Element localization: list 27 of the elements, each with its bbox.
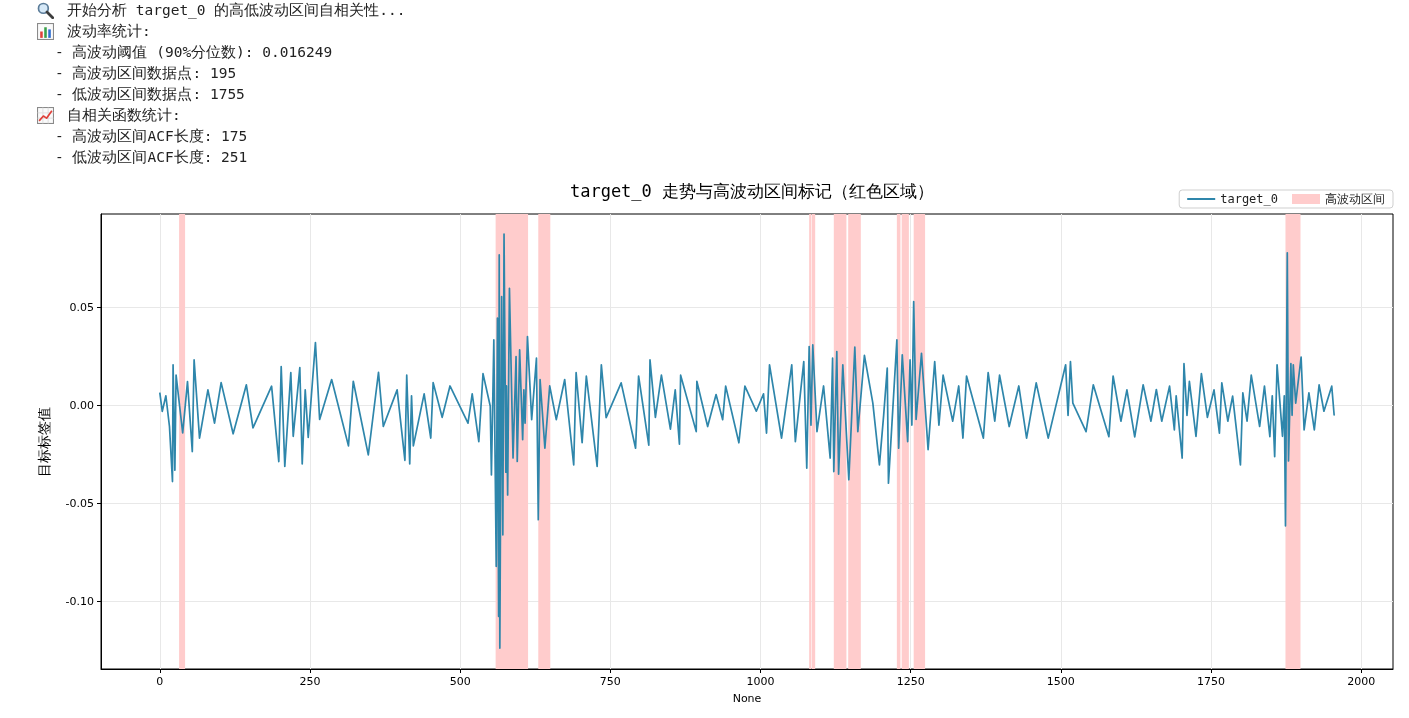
y-tick-label: 0.00 [69, 399, 94, 413]
text: - 高波动区间数据点: 195 [55, 64, 237, 83]
x-tick-label: 1750 [1197, 675, 1225, 688]
x-axis-title: None [732, 692, 762, 705]
text: 开始分析 target_0 的高低波动区间自相关性... [67, 1, 406, 21]
chart-title: target_0 走势与高波动区间标记（红色区域） [569, 180, 935, 201]
x-tick-label: 1500 [1046, 675, 1075, 688]
x-tick-label: 2000 [1347, 675, 1376, 688]
y-tick-label: 0.05 [69, 301, 94, 315]
x-tick-label: 0 [156, 675, 164, 688]
text: - 高波动阈值 (90%分位数): 0.016249 [55, 43, 333, 62]
y-tick-label: -0.10 [65, 594, 94, 608]
x-tick-label: 500 [449, 675, 471, 688]
text: 自相关函数统计: [67, 106, 181, 125]
line-series [159, 233, 1335, 649]
y-tick-label: -0.05 [65, 496, 94, 510]
legend-label: 高波动区间 [1325, 192, 1385, 206]
text: 波动率统计: [67, 22, 151, 41]
text: - 高波动区间ACF长度: 175 [55, 127, 248, 146]
text: - 低波动区间ACF长度: 251 [55, 148, 248, 167]
x-tick-label: 1250 [896, 675, 925, 688]
x-tick-label: 1000 [746, 675, 775, 688]
x-tick-label: 750 [599, 675, 621, 688]
x-tick-label: 250 [299, 675, 321, 688]
text: - 低波动区间数据点: 1755 [55, 85, 245, 104]
y-axis-title: 目标标签值 [36, 406, 52, 477]
legend-label: target_0 [1220, 192, 1278, 206]
